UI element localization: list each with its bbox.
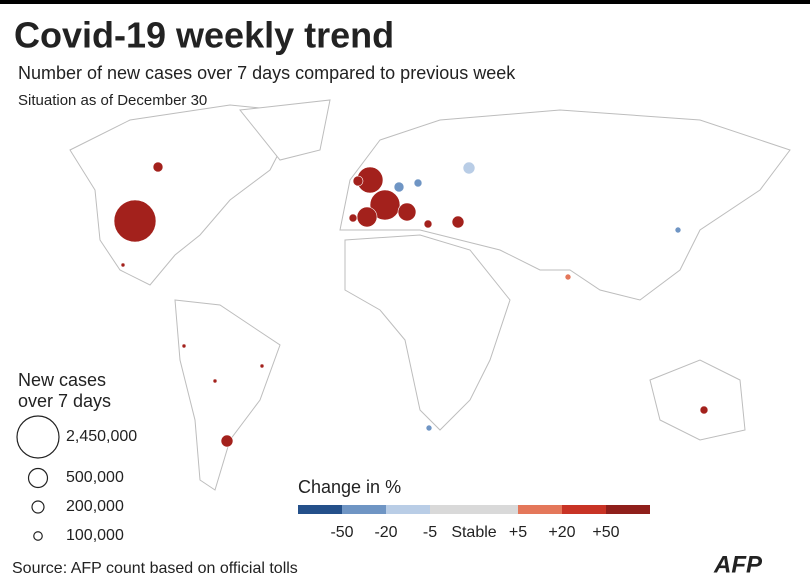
color-legend-label: +20 [548, 524, 575, 541]
size-legend-circle [16, 415, 60, 459]
color-legend-title: Change in % [298, 477, 401, 497]
date-note: Situation as of December 30 [18, 92, 207, 109]
size-legend-label: 500,000 [66, 469, 124, 486]
source: Source: AFP count based on official toll… [12, 560, 298, 577]
color-swatch [606, 505, 650, 514]
size-legend-circle [31, 500, 45, 514]
color-legend-label: -50 [330, 524, 353, 541]
color-swatch [562, 505, 606, 514]
title: Covid-19 weekly trend [14, 15, 394, 56]
color-legend-label: -20 [374, 524, 397, 541]
size-legend-title: New cases [18, 370, 106, 390]
color-legend-label: +5 [509, 524, 527, 541]
size-legend-label: 200,000 [66, 498, 124, 515]
color-legend-label: +50 [592, 524, 619, 541]
subtitle: Number of new cases over 7 days compared… [18, 63, 516, 83]
color-swatch [298, 505, 342, 514]
size-legend-label: 2,450,000 [66, 428, 137, 445]
color-legend-label: -5 [423, 524, 437, 541]
size-legend-circle [33, 531, 43, 541]
world-map [69, 99, 791, 491]
case-bubbles [113, 161, 709, 448]
top-rule [0, 0, 810, 4]
color-legend-label: Stable [451, 524, 496, 541]
size-legend-circle [27, 467, 49, 489]
color-swatch [430, 505, 474, 514]
logo: AFP [713, 551, 763, 578]
color-swatch [518, 505, 562, 514]
size-legend-label: 100,000 [66, 527, 124, 544]
color-legend: Change in % -50 -20 -5 Stable +5 +20 +50 [298, 477, 650, 541]
color-swatch [474, 505, 518, 514]
color-swatch [386, 505, 430, 514]
color-swatch [342, 505, 386, 514]
size-legend-title: over 7 days [18, 391, 111, 411]
